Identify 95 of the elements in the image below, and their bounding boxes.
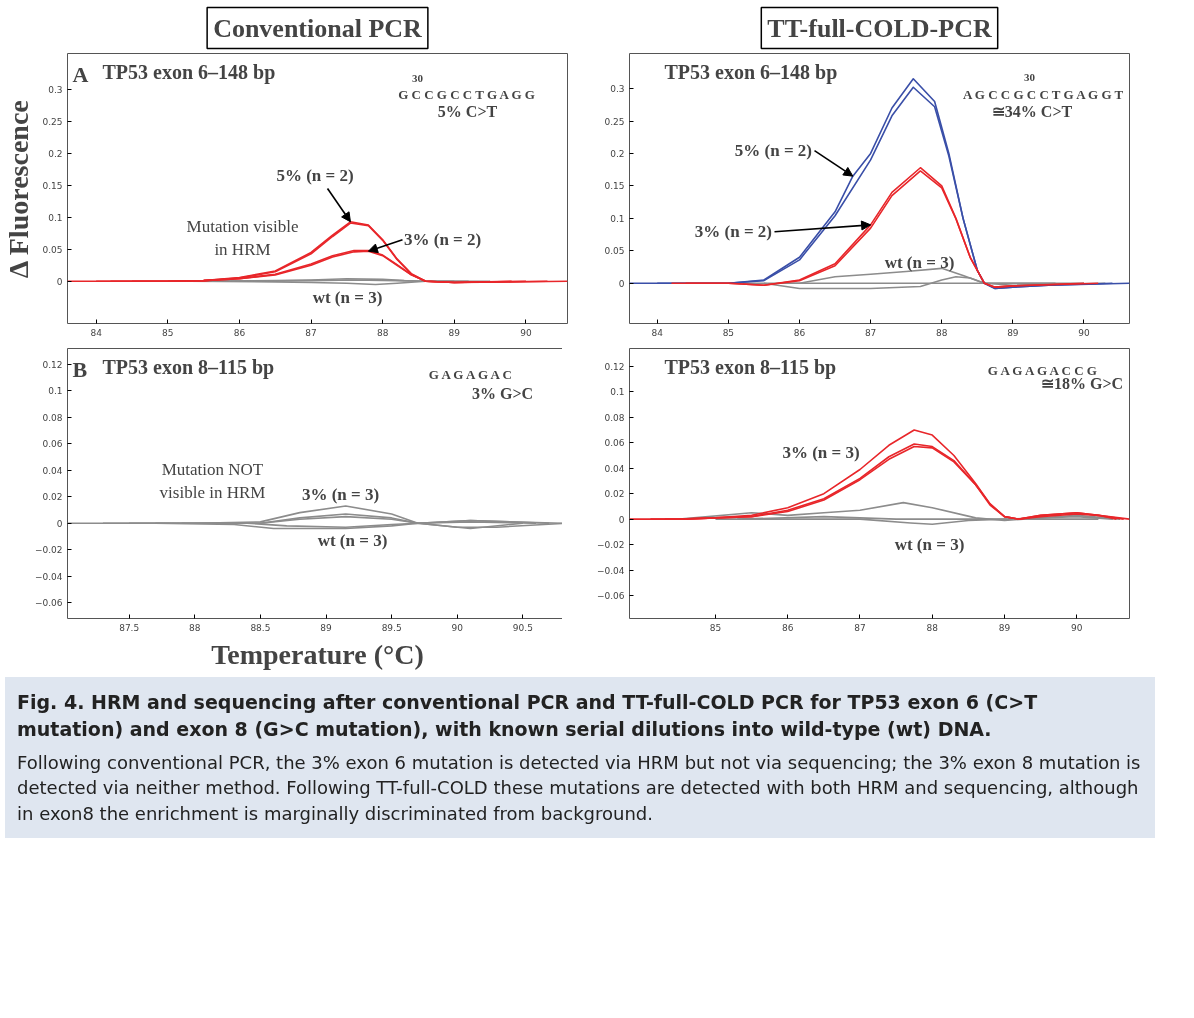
annotation: Mutation visible in HRM [186, 217, 299, 259]
annotation: G A G A G A C C G [987, 362, 1097, 378]
x-tick-label: 87 [305, 327, 317, 338]
y-tick-label: 0.3 [48, 84, 63, 95]
x-tick-label: 89 [1007, 327, 1019, 338]
x-tick-label: 88 [926, 622, 939, 633]
x-axis-title: Temperature (°C) [211, 638, 424, 670]
y-tick-label: 0.05 [604, 246, 625, 257]
y-tick-label: −0.04 [34, 571, 63, 582]
annotation: 3% (n = 2) [694, 222, 772, 242]
y-tick-label: 0.2 [610, 148, 625, 159]
caption: Fig. 4. HRM and sequencing after conventional PCR and TT-full-COLD PCR for TP53 exon 6 (C>T mutation) and exon 8 (G>C mutation), with known serial dilutions into wild-type (wt) DNA. [17, 690, 1039, 742]
annotation: wt (n = 3) [884, 252, 955, 272]
y-tick-label: 0 [618, 514, 625, 525]
x-tick-label: 88.5 [250, 622, 271, 633]
chart-title: TP53 exon 6–148 bp [102, 61, 276, 85]
annotation: 3% (n = 3) [301, 484, 380, 504]
y-tick-label: 0.2 [48, 148, 63, 159]
x-tick-label: 89 [320, 622, 333, 633]
chart-subtitle: Conventional PCR [213, 13, 423, 43]
y-tick-label: 0.04 [42, 465, 63, 476]
y-tick-label: 0.1 [610, 387, 625, 398]
y-tick-label: −0.02 [596, 540, 625, 551]
annotation: G A G A G A C [428, 366, 512, 382]
y-tick-label: 0.1 [48, 386, 63, 397]
y-tick-label: 0.05 [42, 244, 63, 255]
x-tick-label: 85 [722, 327, 735, 338]
y-tick-label: 0.06 [42, 439, 63, 450]
x-tick-label: 90 [520, 327, 532, 338]
x-tick-label: 88 [936, 327, 948, 338]
x-tick-label: 85 [709, 622, 722, 633]
x-tick-label: 90 [1071, 622, 1083, 633]
y-tick-label: 0.06 [604, 438, 625, 449]
y-tick-label: 0.1 [48, 212, 63, 223]
y-tick-label: 0.15 [604, 181, 625, 192]
y-tick-label: 0 [56, 518, 63, 529]
y-tick-label: 0.15 [42, 180, 63, 191]
annotation: 3% (n = 2) [404, 230, 482, 250]
x-tick-label: 90 [451, 622, 464, 633]
x-tick-label: 90 [1078, 327, 1090, 338]
annotation: 5% (n = 2) [734, 141, 812, 161]
x-tick-label: 89 [998, 622, 1011, 633]
y-tick-label: 0.1 [610, 213, 625, 224]
annotation: A [72, 61, 89, 87]
y-tick-label: 0.12 [42, 359, 63, 370]
annotation: 30 [412, 72, 424, 85]
annotation: ≅34% C>T [991, 103, 1073, 121]
x-tick-label: 88 [189, 622, 201, 633]
annotation: ≅18% G>C [1040, 375, 1124, 393]
annotation: wt (n = 3) [312, 287, 383, 307]
x-tick-label: 84 [90, 327, 103, 338]
x-tick-label: 87 [864, 327, 877, 338]
x-tick-label: 86 [233, 327, 246, 338]
annotation: B [72, 356, 88, 382]
y-tick-label: 0 [618, 278, 625, 289]
y-tick-label: −0.04 [596, 565, 625, 576]
y-tick-label: 0.02 [42, 492, 63, 503]
x-tick-label: 84 [651, 327, 664, 338]
y-tick-label: 0.02 [604, 489, 625, 500]
y-tick-label: −0.06 [34, 598, 63, 609]
annotation: 3% G>C [471, 384, 534, 402]
y-tick-label: 0.08 [42, 412, 63, 423]
x-tick-label: 89 [448, 327, 461, 338]
x-tick-label: 86 [782, 622, 794, 633]
annotation: 3% (n = 3) [782, 443, 860, 463]
y-tick-label: 0.3 [610, 84, 625, 95]
y-tick-label: 0.04 [604, 463, 625, 474]
y-tick-label: 0.12 [604, 361, 625, 372]
chart-title: TP53 exon 6–148 bp [664, 61, 838, 85]
chart-title: TP53 exon 8–115 bp [102, 356, 275, 380]
y-tick-label: −0.02 [34, 545, 63, 556]
y-tick-label: 0.25 [604, 116, 625, 127]
annotation: wt (n = 3) [894, 535, 965, 555]
x-tick-label: 85 [162, 327, 174, 338]
x-tick-label: 89.5 [381, 622, 402, 633]
annotation: A G C C G C C T G A G G T [962, 86, 1124, 102]
text: Following conventional PCR, the 3% exon 6 mutation is detected via HRM but not via sequencing; the 3% exon 8 mutation is detected via neither method. Following TT-full-COLD these mutations are detected with both HRM and sequencing, although in exon8 the enrichment is marginally discriminated from background. [17, 751, 1142, 826]
x-tick-label: 87 [854, 622, 866, 633]
y-axis-title: Δ Fluorescence [3, 100, 35, 279]
x-tick-label: 88 [376, 327, 389, 338]
annotation: wt (n = 3) [317, 530, 388, 550]
x-tick-label: 86 [793, 327, 806, 338]
x-tick-label: 87.5 [119, 622, 140, 633]
chart-title: TP53 exon 8–115 bp [664, 356, 837, 380]
annotation: 5% C>T [437, 103, 498, 121]
annotation: Mutation NOT visible in HRM [159, 459, 266, 502]
y-tick-label: −0.06 [596, 591, 625, 602]
y-tick-label: 0.08 [604, 412, 625, 423]
annotation: 5% (n = 2) [276, 165, 354, 185]
annotation: 30 [1024, 71, 1036, 84]
chart-subtitle: TT-full-COLD-PCR [767, 13, 992, 43]
x-tick-label: 90.5 [512, 622, 533, 633]
y-tick-label: 0 [56, 276, 63, 287]
y-tick-label: 0.25 [42, 116, 63, 127]
annotation: G C C G C C T G A G G [398, 86, 535, 102]
